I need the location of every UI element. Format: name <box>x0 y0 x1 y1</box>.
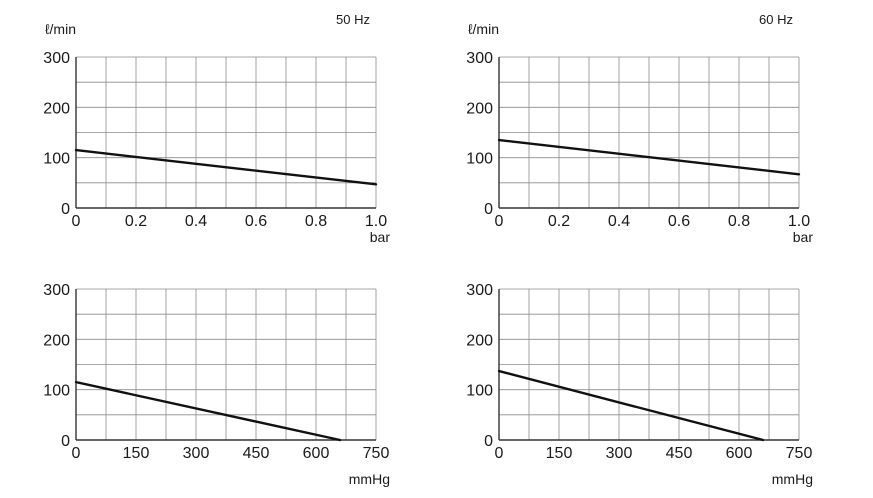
y-tick-label: 100 <box>43 383 70 400</box>
frequency-label: 50 Hz <box>336 12 370 27</box>
y-tick-label: 300 <box>43 282 70 299</box>
y-tick-label: 0 <box>61 201 70 218</box>
x-tick-label: 0.8 <box>728 213 750 230</box>
chart-4: 0 100 200 300 0 150 300 450 600 750 mmHg <box>466 282 813 487</box>
y-tick-label: 300 <box>466 50 493 67</box>
x-tick-label: 300 <box>606 445 633 462</box>
y-tick-label: 0 <box>484 201 493 218</box>
frequency-label: 60 Hz <box>759 12 793 27</box>
x-tick-label: 0.4 <box>185 213 207 230</box>
x-tick-label: 0.8 <box>305 213 327 230</box>
x-tick-label: 300 <box>183 445 210 462</box>
x-tick-label: 150 <box>123 445 150 462</box>
x-tick-label: 1.0 <box>788 213 810 230</box>
x-tick-label: 0.4 <box>608 213 630 230</box>
x-tick-label: 0 <box>72 213 81 230</box>
x-tick-label: 150 <box>546 445 573 462</box>
series-line-1 <box>497 138 801 176</box>
x-tick-label: 600 <box>303 445 330 462</box>
y-tick-label: 200 <box>43 100 70 117</box>
y-axis-label: ℓ/min <box>45 21 76 37</box>
x-axis-label: mmHg <box>349 471 390 487</box>
y-tick-label: 200 <box>466 332 493 349</box>
y-tick-label: 100 <box>466 151 493 168</box>
chart-3: 0 100 200 300 0 150 300 450 600 750 mmHg <box>43 282 390 487</box>
series-line-1 <box>74 380 342 442</box>
x-tick-label: 0 <box>495 445 504 462</box>
x-axis-label: bar <box>793 229 814 245</box>
y-tick-label: 100 <box>466 383 493 400</box>
y-tick-label: 300 <box>43 50 70 67</box>
x-tick-label: 450 <box>243 445 270 462</box>
x-tick-label: 1.0 <box>365 213 387 230</box>
x-tick-label: 0 <box>495 213 504 230</box>
y-tick-label: 100 <box>43 151 70 168</box>
x-tick-label: 0 <box>72 445 81 462</box>
x-tick-label: 450 <box>666 445 693 462</box>
x-tick-label: 600 <box>726 445 753 462</box>
x-tick-label: 750 <box>363 445 390 462</box>
y-tick-label: 200 <box>466 100 493 117</box>
x-tick-label: 0.2 <box>125 213 147 230</box>
y-axis-label: ℓ/min <box>468 21 499 37</box>
y-tick-label: 200 <box>43 332 70 349</box>
x-axis-label: mmHg <box>772 471 813 487</box>
x-tick-label: 0.2 <box>548 213 570 230</box>
y-tick-label: 0 <box>61 433 70 450</box>
y-tick-label: 0 <box>484 433 493 450</box>
series-line-1 <box>74 148 378 186</box>
y-tick-label: 300 <box>466 282 493 299</box>
x-tick-label: 750 <box>786 445 813 462</box>
x-axis-label: bar <box>370 229 391 245</box>
x-tick-label: 0.6 <box>245 213 267 230</box>
x-tick-label: 0.6 <box>668 213 690 230</box>
series-line-1 <box>497 369 765 442</box>
